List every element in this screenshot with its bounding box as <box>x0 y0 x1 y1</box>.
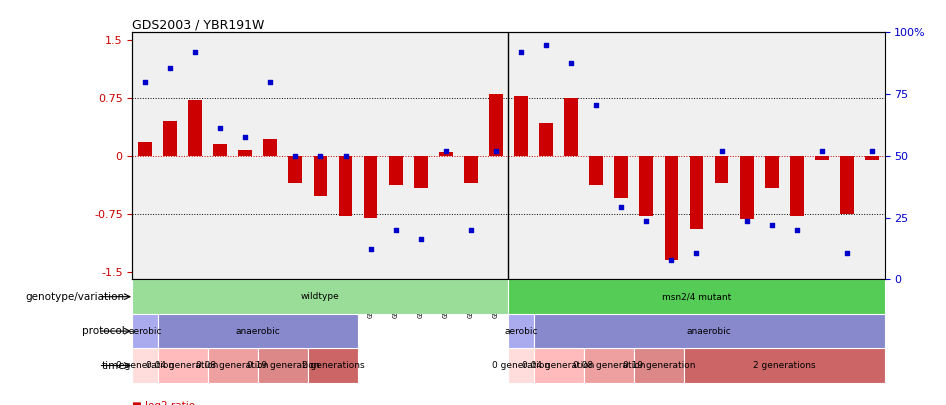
Text: 0 generation: 0 generation <box>116 361 174 370</box>
Bar <box>865 156 879 160</box>
Bar <box>684 348 885 383</box>
Text: wildtype: wildtype <box>301 292 340 301</box>
Text: 2 generations: 2 generations <box>753 361 815 370</box>
Bar <box>157 348 207 383</box>
Point <box>664 257 679 263</box>
Bar <box>614 156 628 198</box>
Text: 0.08 generation: 0.08 generation <box>197 361 269 370</box>
Bar <box>690 156 704 229</box>
Bar <box>238 150 253 156</box>
Bar <box>584 348 634 383</box>
Point <box>288 153 303 159</box>
Point <box>689 250 704 256</box>
Bar <box>363 156 377 217</box>
Bar <box>263 139 277 156</box>
Bar <box>589 156 604 185</box>
Text: protocol: protocol <box>82 326 125 336</box>
Text: 0 generation: 0 generation <box>492 361 550 370</box>
Bar <box>188 100 202 156</box>
Text: ■ log2 ratio: ■ log2 ratio <box>132 401 196 405</box>
Bar <box>163 121 177 156</box>
Point <box>639 217 654 224</box>
Bar <box>307 348 358 383</box>
Point <box>464 227 479 233</box>
Bar <box>790 156 804 216</box>
Point <box>163 65 178 71</box>
Text: time: time <box>101 360 125 371</box>
Bar <box>157 314 358 348</box>
Bar <box>489 94 503 156</box>
Point <box>789 227 804 233</box>
Text: 0.19 generation: 0.19 generation <box>247 361 319 370</box>
Bar <box>539 124 553 156</box>
Point <box>363 245 378 252</box>
Text: 2 generations: 2 generations <box>302 361 364 370</box>
Text: 0.19 generation: 0.19 generation <box>622 361 695 370</box>
Bar <box>534 314 885 348</box>
Bar <box>840 156 854 214</box>
Bar <box>634 348 684 383</box>
Bar <box>764 156 779 188</box>
Point <box>438 148 453 155</box>
Bar <box>509 348 534 383</box>
Point <box>237 134 253 141</box>
Bar <box>413 156 428 188</box>
Bar <box>208 348 257 383</box>
Point <box>815 148 830 155</box>
Point <box>514 49 529 55</box>
Text: genotype/variation: genotype/variation <box>26 292 125 302</box>
Bar <box>509 314 534 348</box>
Point <box>413 236 429 243</box>
Text: anaerobic: anaerobic <box>236 326 280 336</box>
Bar <box>389 156 403 185</box>
Bar <box>639 156 654 216</box>
Point <box>313 153 328 159</box>
Bar <box>509 279 885 314</box>
Bar <box>534 348 584 383</box>
Text: 0.04 generation: 0.04 generation <box>522 361 595 370</box>
Point <box>187 49 202 55</box>
Point <box>538 41 553 48</box>
Bar <box>664 156 678 260</box>
Bar <box>132 314 157 348</box>
Point <box>488 148 503 155</box>
Point <box>263 79 278 85</box>
Text: aerobic: aerobic <box>129 326 162 336</box>
Bar <box>132 279 509 314</box>
Text: 0.04 generation: 0.04 generation <box>147 361 219 370</box>
Text: anaerobic: anaerobic <box>687 326 731 336</box>
Point <box>865 148 880 155</box>
Point <box>388 227 403 233</box>
Point <box>564 60 579 66</box>
Bar <box>564 98 578 156</box>
Point <box>137 79 152 85</box>
Bar <box>514 96 528 156</box>
Bar <box>740 156 754 219</box>
Bar <box>439 152 453 156</box>
Text: msn2/4 mutant: msn2/4 mutant <box>662 292 731 301</box>
Bar <box>289 156 303 183</box>
Text: GDS2003 / YBR191W: GDS2003 / YBR191W <box>132 18 265 31</box>
Text: 0.08 generation: 0.08 generation <box>572 361 645 370</box>
Bar <box>213 144 227 156</box>
Point <box>714 148 729 155</box>
Point <box>588 102 604 108</box>
Text: aerobic: aerobic <box>504 326 537 336</box>
Bar <box>714 156 728 183</box>
Point <box>614 204 629 210</box>
Bar <box>132 348 157 383</box>
Bar <box>138 142 152 156</box>
Bar <box>464 156 478 183</box>
Point <box>839 250 854 256</box>
Bar <box>257 348 307 383</box>
Bar <box>339 156 353 216</box>
Point <box>764 222 780 229</box>
Point <box>338 153 353 159</box>
Bar <box>815 156 829 160</box>
Bar <box>313 156 327 196</box>
Point <box>213 125 228 131</box>
Point <box>739 217 754 224</box>
